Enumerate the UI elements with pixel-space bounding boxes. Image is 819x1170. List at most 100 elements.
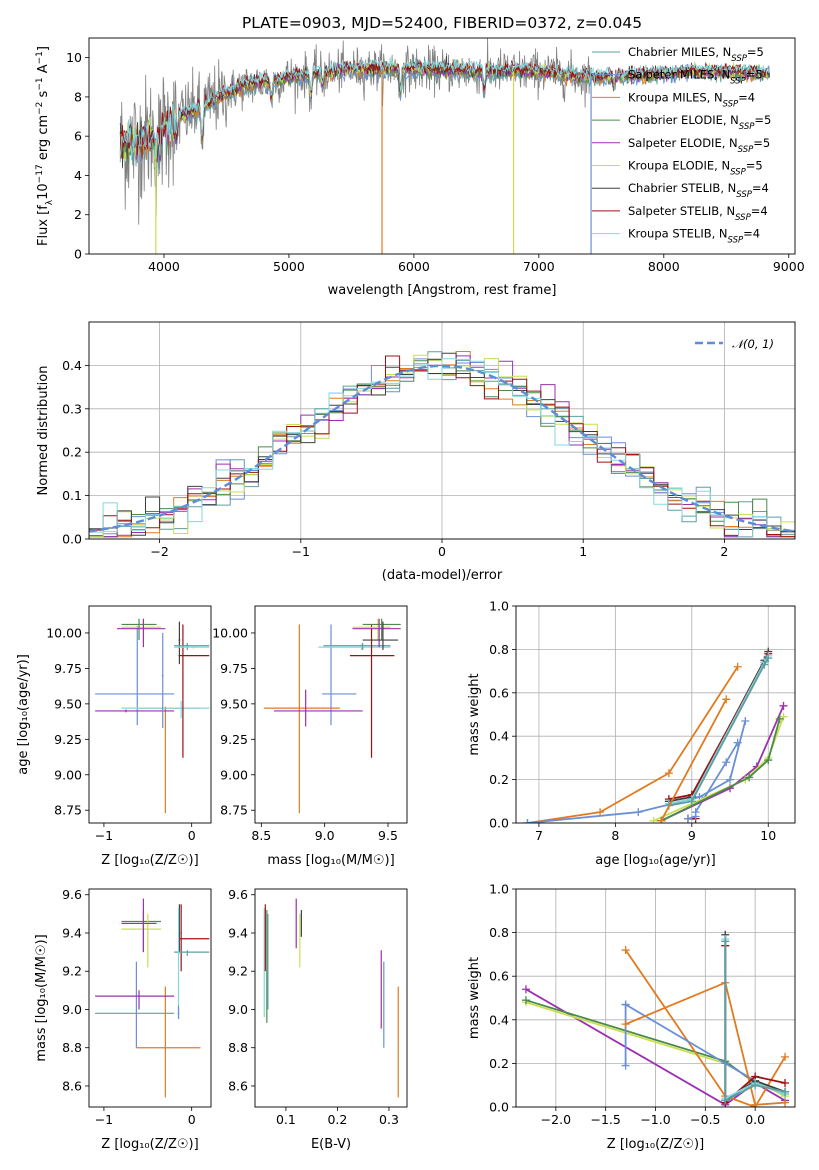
- y-tick-label: 9.6: [228, 887, 248, 902]
- mass-weight-marker: [781, 1052, 790, 1061]
- mass-weight-line: [668, 657, 769, 807]
- legend-sub: SSP: [736, 190, 752, 200]
- y-tick-label: 9.2: [228, 964, 248, 979]
- y-tick-label: 9.00: [54, 767, 82, 782]
- legend-label: Salpeter STELIB, NSSP=4: [628, 204, 768, 223]
- legend-label: Kroupa MILES, NSSP=4: [628, 90, 755, 109]
- y-axis-label-part: ]: [36, 46, 51, 51]
- y-tick-label: 0.2: [489, 1056, 509, 1071]
- y-tick-label: 9.75: [220, 661, 248, 676]
- x-tick-label: 9000: [773, 259, 805, 274]
- y-tick-label: 9.2: [62, 964, 82, 979]
- x-tick-label: 0: [438, 544, 446, 559]
- x-tick-label: −2: [150, 544, 168, 559]
- y-tick-label: 9.4: [62, 925, 82, 940]
- legend-sub: SSP: [738, 145, 754, 155]
- legend-value: =4: [751, 204, 768, 218]
- legend-value: =4: [752, 181, 769, 195]
- legend-name: Kroupa ELODIE, N: [628, 159, 730, 173]
- mass-weight-marker: [722, 758, 731, 767]
- axes-frame: [254, 888, 408, 1108]
- mass-weight-marker: [621, 1000, 630, 1009]
- y-tick-label: 4: [74, 168, 82, 183]
- residual-histogram: [89, 358, 795, 538]
- legend-name: Salpeter STELIB, N: [628, 204, 735, 218]
- x-tick-label: 8.5: [251, 828, 271, 843]
- mass-weight-marker: [751, 1100, 760, 1107]
- y-axis-label: Flux [fλ10−17 erg cm−2 s−1 A−1]: [35, 46, 55, 246]
- mass-weight-marker: [687, 797, 696, 806]
- x-tick-label: 0.0: [745, 1112, 765, 1127]
- x-tick-label: 9: [688, 828, 696, 843]
- legend-sub: SSP: [730, 168, 746, 178]
- mass-weight-line: [625, 981, 786, 1106]
- mass-weight-line: [724, 941, 786, 1102]
- legend-value: =5: [747, 45, 764, 59]
- mass-weight-marker: [621, 1020, 630, 1029]
- legend-label: Chabrier MILES, NSSP=5: [628, 45, 764, 64]
- y-axis-label: mass [log₁₀(M/M☉)]: [34, 934, 49, 1061]
- y-tick-label: 0.6: [489, 685, 509, 700]
- plot-area: [521, 930, 790, 1107]
- y-tick-label: 9.6: [62, 887, 82, 902]
- mass-weight-marker: [596, 808, 605, 817]
- mass-weight-marker: [741, 717, 750, 726]
- plot-area: [95, 618, 210, 814]
- mass-weight-line: [527, 666, 739, 823]
- y-tick-label: 10: [66, 50, 82, 65]
- model-spectrum: [119, 57, 770, 161]
- plot-area: [263, 618, 401, 814]
- x-tick-label: −1: [95, 1112, 113, 1127]
- mass-vs-metallicity-panel: −1 0 8.6 8.8 9.0 9.2 9.4 9.6 Z [log₁₀(Z/Z☉)] mass…: [34, 887, 212, 1152]
- y-tick-label: 0.1: [62, 488, 82, 503]
- plot-area: [523, 647, 788, 823]
- y-axis-label-part: A: [36, 64, 51, 77]
- y-tick-label: 2: [74, 207, 82, 222]
- mass-weight-marker: [664, 769, 673, 778]
- legend-name: Salpeter MILES, N: [628, 68, 730, 82]
- axes-frame: [515, 888, 796, 1108]
- plot-area: [89, 351, 795, 538]
- y-tick-label: 0.0: [489, 816, 509, 831]
- y-axis-label: age [log₁₀(age/yr)]: [16, 654, 31, 775]
- mass-weight-marker: [779, 701, 788, 710]
- legend-label: Salpeter MILES, NSSP=5: [628, 68, 763, 87]
- x-tick-label: 9.5: [378, 828, 398, 843]
- y-tick-label: 6: [74, 129, 82, 144]
- mass-weight-marker: [781, 1079, 790, 1088]
- x-tick-label: −1: [95, 828, 113, 843]
- axes-frame: [254, 605, 408, 824]
- y-tick-label: 8.75: [54, 803, 82, 818]
- axes-frame: [88, 605, 212, 824]
- legend-value: =5: [753, 136, 770, 150]
- legend-name: Chabrier ELODIE, N: [628, 113, 739, 127]
- axes-frame: [88, 37, 796, 255]
- y-axis-label-part: −1: [35, 51, 45, 64]
- y-tick-label: 9.00: [220, 767, 248, 782]
- x-tick-label: 10: [760, 828, 776, 843]
- mass-weight-marker: [781, 1087, 790, 1096]
- y-axis-label-part: −2: [35, 102, 45, 115]
- axes-frame: [88, 321, 796, 540]
- x-axis-label: Z [log₁₀(Z/Z☉)]: [101, 853, 198, 868]
- mass-weight-marker: [745, 773, 754, 782]
- y-tick-label: 8.8: [62, 1040, 82, 1055]
- legend-sub: SSP: [728, 236, 744, 246]
- mass-weight-marker: [683, 814, 692, 823]
- y-tick-label: 0: [74, 247, 82, 262]
- y-axis-label-part: λ: [45, 199, 55, 205]
- plot-area: [263, 898, 399, 1098]
- y-tick-label: 0.6: [489, 969, 509, 984]
- age-vs-mass-panel: 8.5 9.0 9.5 8.75 9.00 9.25 9.50 9.75 10.00 mass […: [212, 605, 408, 868]
- mass-weight-marker: [657, 816, 666, 823]
- x-tick-label: −0.5: [690, 1112, 720, 1127]
- y-tick-label: 9.25: [54, 732, 82, 747]
- legend-sub: SSP: [735, 213, 751, 223]
- x-tick-label: 0: [188, 1112, 196, 1127]
- y-tick-label: 0.2: [489, 772, 509, 787]
- residual-histogram-panel: −2 −1 0 1 2 0.0 0.1 0.2 0.3 0.4 𝒩(0, 1) (data-model…: [36, 321, 796, 583]
- mass-weight-line: [660, 698, 727, 822]
- x-tick-label: 0.2: [327, 1112, 347, 1127]
- legend-value: =4: [743, 227, 760, 241]
